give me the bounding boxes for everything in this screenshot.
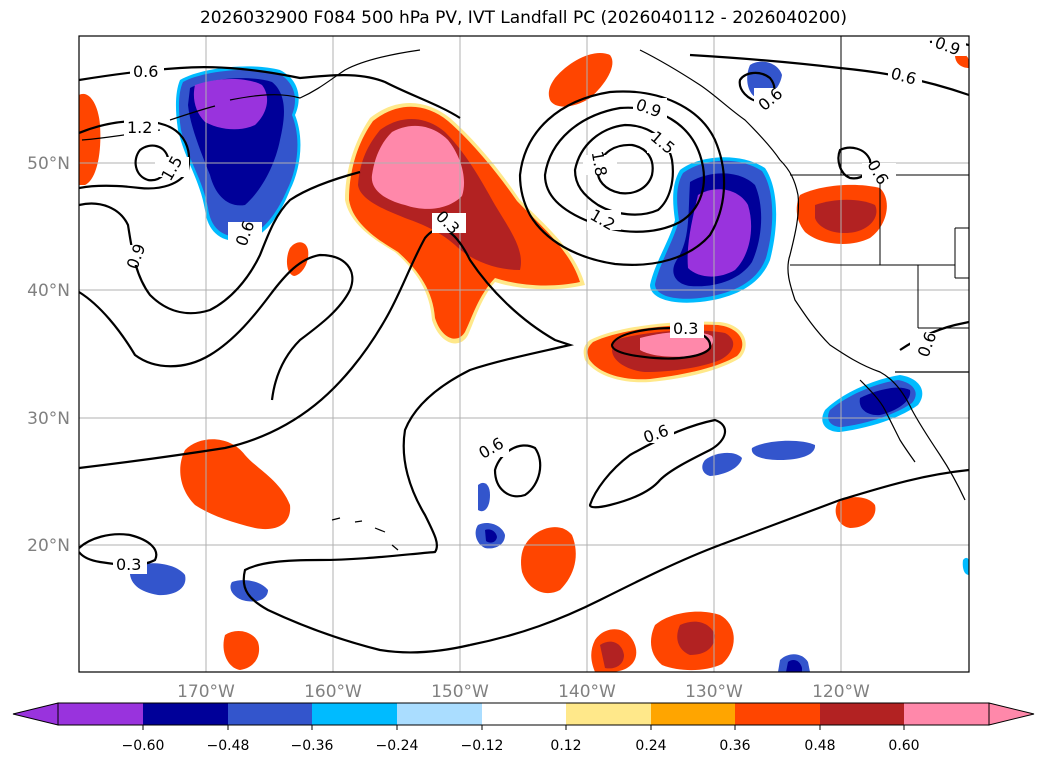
lon-label: 130°W	[685, 682, 743, 702]
colorbar-tick-label: 0.36	[719, 738, 750, 754]
contour-labels: 0.6 0.6 1.2 1.5 0.9 0.6 0.3 0.9 1.5 1.8 …	[113, 36, 966, 574]
lon-label: 120°W	[812, 682, 870, 702]
colorbar-segment	[143, 703, 228, 725]
contour-1-5-east	[573, 123, 674, 216]
contour-0-6-small-central	[493, 444, 542, 498]
lat-label: 40°N	[27, 281, 70, 301]
lon-label: 140°W	[558, 682, 616, 702]
contour-0-6-west-main	[79, 253, 354, 401]
lon-label: 150°W	[431, 682, 489, 702]
lon-label: 170°W	[177, 682, 235, 702]
positive-anomaly-small-blob	[286, 242, 309, 276]
latitude-labels: 50°N 40°N 30°N 20°N	[27, 154, 70, 556]
colorbar-tick-label: −0.24	[376, 738, 419, 754]
contour-label: 0.3	[673, 319, 698, 338]
contour-0-3-south	[79, 533, 158, 567]
colorbar-segment	[651, 703, 735, 725]
positive-anomaly-field-hawaii-north	[180, 439, 291, 530]
colorbar-segment	[904, 703, 989, 725]
colorbar-segment	[566, 703, 651, 725]
contour-label: 1.2	[127, 118, 152, 137]
colorbar-extend-max	[988, 702, 1035, 726]
colorbar-tick-label: −0.36	[291, 738, 334, 754]
contour-0-3-central	[79, 227, 575, 654]
colorbar-tick-label: −0.60	[122, 738, 165, 754]
colorbar-outline	[57, 702, 990, 726]
lat-label: 50°N	[27, 154, 70, 174]
positive-anomaly-field-gulf-alaska	[548, 52, 613, 107]
contour-0-9-east	[518, 90, 726, 266]
colorbar-segment	[820, 703, 904, 725]
map-title: 2026032900 F084 500 hPa PV, IVT Landfall…	[199, 8, 847, 28]
positive-anomaly-field-small-south	[223, 53, 969, 672]
colorbar-tick-label: −0.48	[207, 738, 250, 754]
graticule	[79, 36, 969, 672]
colorbar-tick-label: 0.60	[888, 738, 919, 754]
colorbar-segment	[312, 703, 397, 725]
colorbar-tick-label: 0.24	[635, 738, 666, 754]
colorbar-segment	[735, 703, 820, 725]
contour-label: 0.3	[116, 555, 141, 574]
contour-0-6-midlat-south	[588, 418, 726, 509]
colorbar-segment	[58, 703, 143, 725]
contour-1-8-east	[596, 143, 654, 195]
negative-anomaly-field-west	[175, 66, 301, 242]
colorbar-tick-label: −0.12	[461, 738, 504, 754]
colorbar-tick-label: 0.48	[804, 738, 835, 754]
contour-0-3-south-long	[469, 468, 969, 647]
lon-label: 160°W	[304, 682, 362, 702]
positive-anomaly-field-west-coast	[796, 184, 887, 244]
coastlines	[81, 49, 969, 551]
contour-label: 1.8	[588, 150, 611, 178]
colorbar-segment	[482, 703, 566, 725]
colorbar-segment	[397, 703, 482, 725]
map-plot-area: 0.6 0.6 1.2 1.5 0.9 0.6 0.3 0.9 1.5 1.8 …	[79, 36, 969, 672]
colorbar-tick-label: 0.12	[550, 738, 581, 754]
colorbar-segment	[228, 703, 312, 725]
contour-0-3-east-closed	[610, 326, 712, 360]
contour-0-9-west	[79, 170, 361, 315]
colorbar: −0.60 −0.48 −0.36 −0.24 −0.12 0.12 0.24 …	[12, 702, 1035, 754]
colorbar-extend-min	[12, 702, 59, 726]
lat-label: 20°N	[27, 536, 70, 556]
longitude-labels: 170°W 160°W 150°W 140°W 130°W 120°W	[177, 682, 870, 702]
map-frame	[78, 35, 970, 673]
lat-label: 30°N	[27, 409, 70, 429]
contour-0-6-northeast	[689, 53, 969, 97]
colorbar-ticks	[142, 725, 905, 730]
contour-label: 0.6	[133, 62, 158, 81]
